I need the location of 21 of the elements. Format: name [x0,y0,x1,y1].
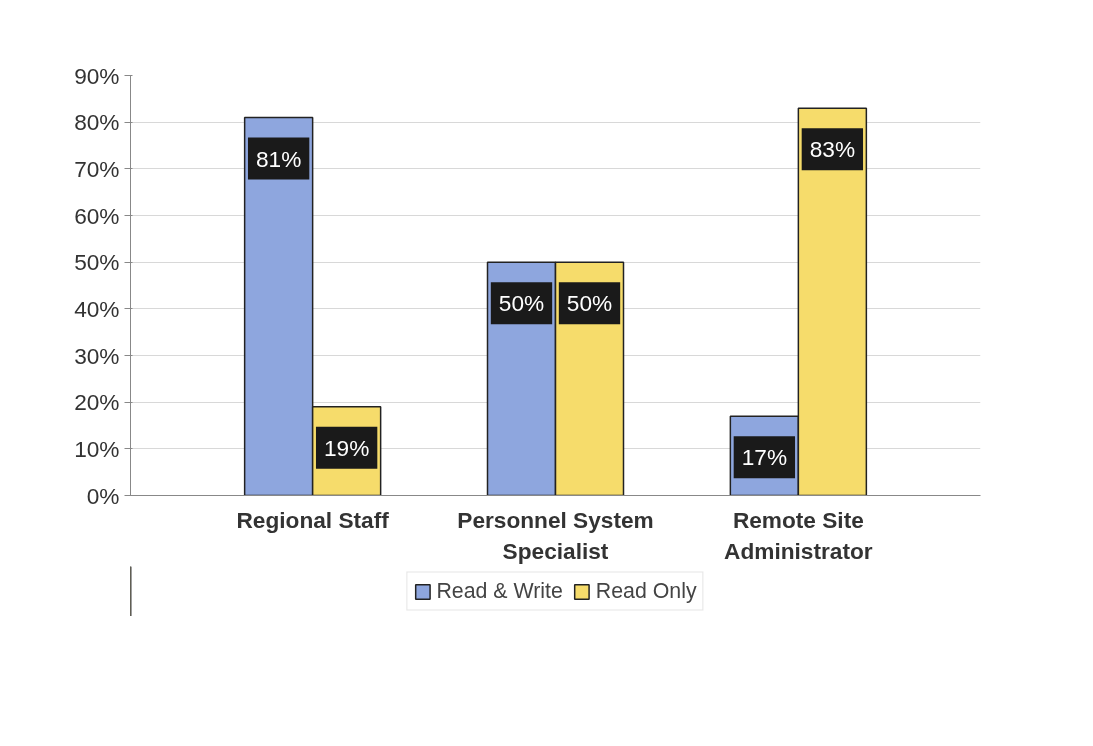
x-tick-label: Personnel System Specialist [457,506,654,564]
legend-label: Read Only [595,578,697,604]
text: 81% [255,145,302,172]
text: 17% [741,444,788,471]
x-tick-label: Remote Site Administrator [724,506,873,564]
text: 50% [498,290,545,317]
y-tick-label: 30% [74,342,120,369]
y-tick-label: 40% [74,295,120,322]
y-tick-label: 50% [74,249,120,276]
y-tick-label: 10% [74,435,120,462]
legend-label: Read & Write [436,578,563,604]
y-tick-label: 0% [86,482,120,509]
text: 50% [566,290,613,317]
y-tick-label: 20% [74,389,120,416]
y-tick-label: 90% [74,62,120,89]
y-tick-label: 60% [74,202,120,229]
y-tick-label: 80% [74,109,120,136]
x-tick-label: Regional Staff [236,506,390,533]
y-tick-label: 70% [74,155,120,182]
text: 83% [809,136,856,163]
text: 19% [323,434,370,461]
